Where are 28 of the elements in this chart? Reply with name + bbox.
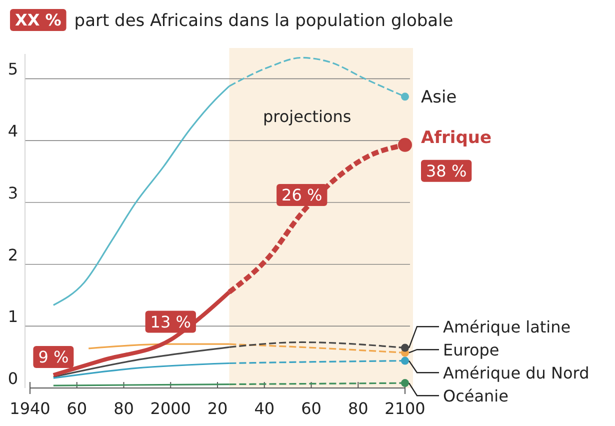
annotation: 13 % (150, 312, 191, 332)
x-tick-label: 60 (301, 398, 322, 418)
text: Amérique du Nord (443, 364, 590, 383)
x-tick-label: 40 (254, 398, 275, 418)
annotation: 38 % (426, 161, 467, 180)
y-tick-label: 0 (8, 369, 18, 388)
x-tick-label: 60 (66, 398, 88, 418)
text: Amérique latine (443, 318, 571, 337)
series-label: Afrique (421, 128, 492, 148)
x-tick-label: 80 (348, 398, 368, 418)
annotation: 9 % (38, 348, 69, 367)
chart-title: part des Africains dans la population globale (74, 11, 454, 31)
x-tick-label: 80 (114, 398, 134, 418)
band-label: projections (262, 107, 352, 126)
text: Europe (443, 340, 500, 360)
annotation: 26 % (282, 185, 322, 204)
text: XX % (15, 10, 62, 30)
y-tick-label: 2 (8, 245, 18, 264)
series-label: Asie (421, 88, 457, 108)
x-tick-label: 20 (207, 398, 228, 418)
y-tick-label: 3 (8, 183, 18, 202)
x-tick-label: 2000 (150, 398, 191, 418)
x-tick-label: 1940 (10, 398, 50, 418)
text: Océanie (443, 386, 508, 406)
y-tick-label: 5 (8, 60, 18, 79)
y-tick-label: 1 (8, 307, 18, 326)
y-tick-label: 4 (8, 122, 18, 141)
x-tick-label: 2100 (384, 398, 426, 418)
